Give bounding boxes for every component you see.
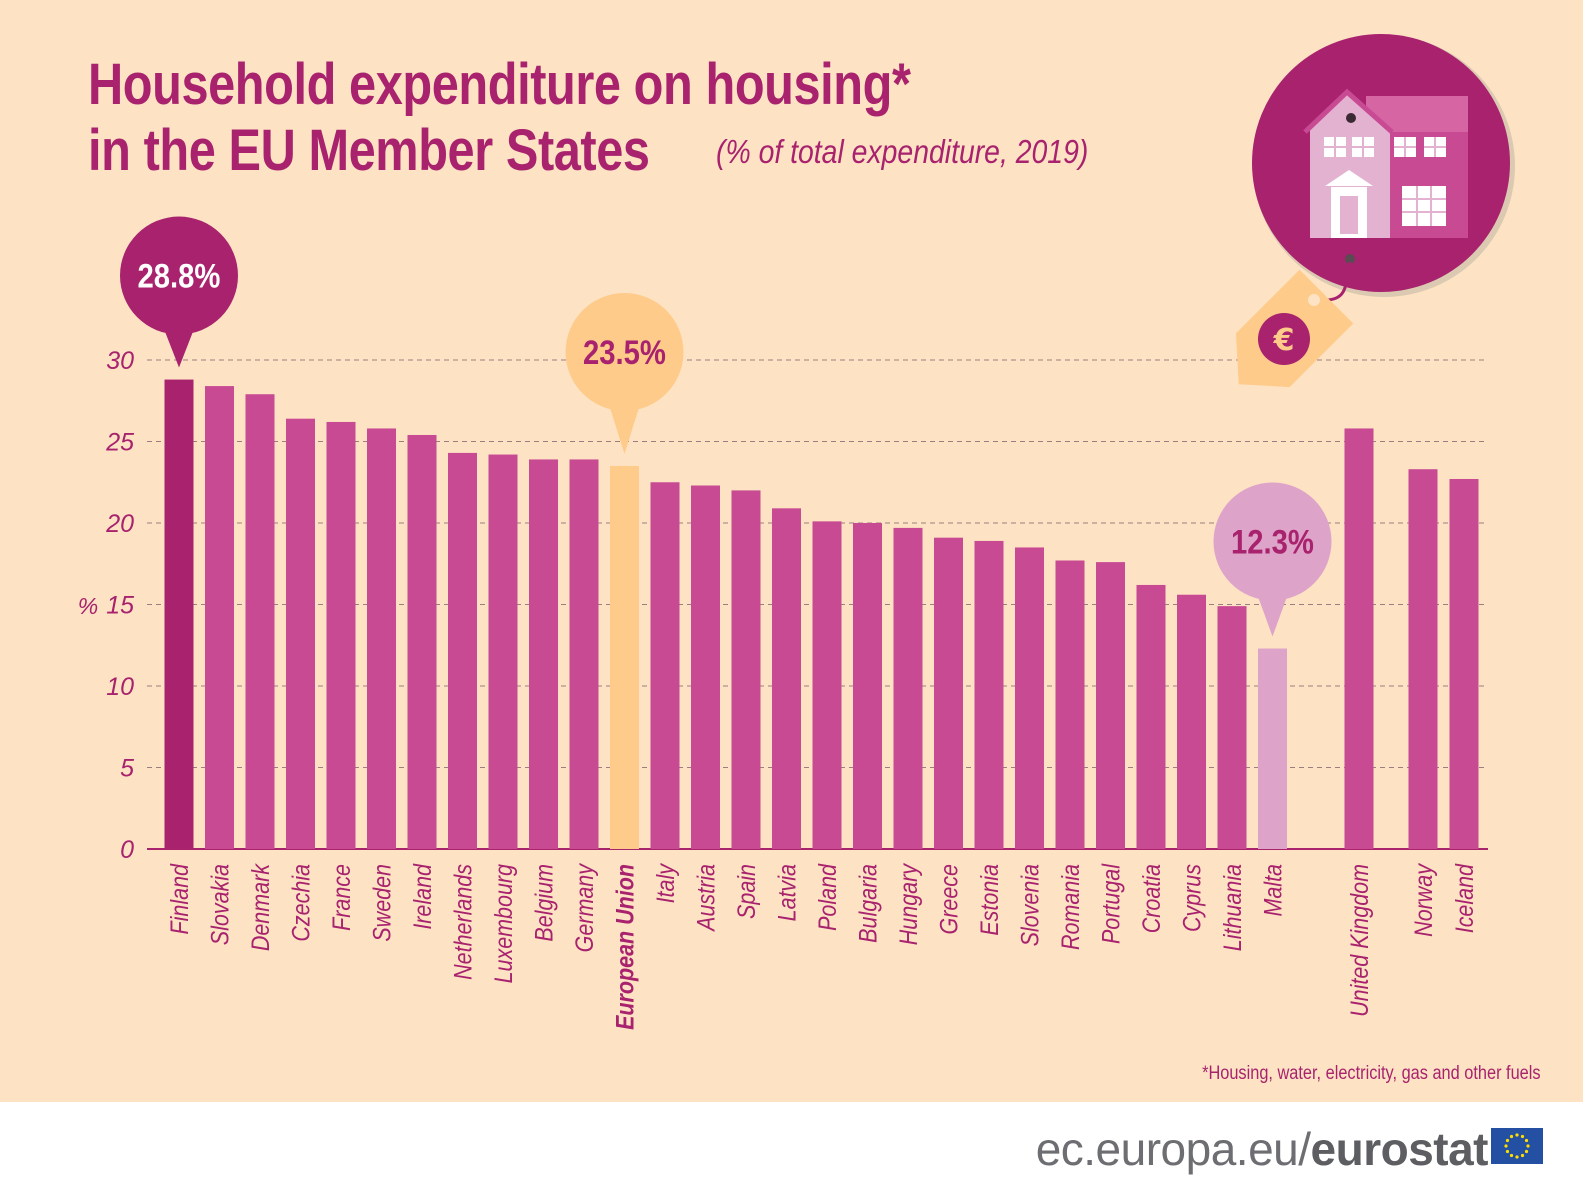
x-label-germany: Germany: [570, 863, 598, 953]
x-label-finland: Finland: [165, 863, 193, 934]
x-label-austria: Austria: [692, 864, 720, 933]
bars: [164, 379, 1479, 849]
x-label-netherlands: Netherlands: [449, 864, 477, 980]
x-label-slovenia: Slovenia: [1016, 864, 1044, 946]
callout-label: 23.5%: [583, 333, 666, 372]
x-label-cyprus: Cyprus: [1178, 864, 1206, 932]
x-label-malta: Malta: [1259, 864, 1287, 917]
bar-slovenia: [1015, 547, 1044, 849]
x-label-european-union: European Union: [611, 864, 639, 1030]
y-tick-label: 0: [120, 836, 134, 864]
x-label-bulgaria: Bulgaria: [854, 864, 882, 943]
x-label-france: France: [327, 864, 355, 931]
x-label-denmark: Denmark: [246, 863, 274, 951]
bar-denmark: [245, 394, 275, 849]
callout-finland: 28.8%: [120, 216, 238, 368]
house-icon: [1252, 34, 1515, 297]
bar-romania: [1055, 560, 1085, 849]
y-tick-label: 20: [105, 510, 134, 538]
x-label-czechia: Czechia: [287, 864, 315, 942]
y-tick-label: 15: [106, 592, 134, 620]
bar-croatia: [1136, 584, 1166, 849]
x-label-romania: Romania: [1056, 864, 1084, 950]
title-line-1: Household expenditure on housing*: [88, 52, 911, 117]
bar-hungary: [893, 527, 923, 849]
y-tick-label: 25: [105, 429, 134, 457]
bar-sweden: [367, 428, 396, 849]
y-axis-label: %: [78, 593, 98, 619]
x-label-italy: Italy: [651, 863, 679, 904]
x-label-norway: Norway: [1409, 863, 1437, 937]
x-label-spain: Spain: [732, 864, 760, 919]
bar-czechia: [286, 418, 315, 849]
bar-finland: [164, 379, 194, 849]
x-axis-labels: Finland Slovakia Denmark Czechia France Swede…: [165, 863, 1478, 1030]
svg-text:€: €: [1273, 323, 1295, 358]
bar-latvia: [772, 508, 801, 849]
callout-european-union: 23.5%: [565, 292, 684, 454]
value-callouts: 28.8% 23.5% 12.3%: [120, 216, 1332, 637]
y-tick-label: 10: [106, 673, 134, 701]
bar-greece: [934, 537, 963, 849]
x-label-latvia: Latvia: [773, 864, 801, 921]
x-label-sweden: Sweden: [368, 864, 396, 942]
x-label-slovakia: Slovakia: [206, 864, 234, 945]
bar-slovakia: [205, 386, 234, 849]
page-title: Household expenditure on housing* in the…: [88, 52, 911, 184]
callout-label: 28.8%: [138, 256, 221, 295]
title-line-2: in the EU Member States: [88, 118, 650, 183]
bar-belgium: [529, 459, 558, 849]
bar-portugal: [1096, 562, 1125, 849]
bar-germany: [569, 459, 599, 849]
x-label-belgium: Belgium: [530, 864, 558, 942]
bar-italy: [650, 482, 680, 849]
x-label-hungary: Hungary: [894, 863, 922, 945]
callout-malta: 12.3%: [1213, 482, 1332, 637]
x-label-luxembourg: Luxembourg: [489, 864, 517, 983]
bar-malta: [1258, 648, 1287, 849]
x-label-ireland: Ireland: [408, 863, 436, 930]
footnote: *Housing, water, electricity, gas and ot…: [1202, 1063, 1541, 1084]
y-tick-label: 30: [106, 347, 134, 375]
x-label-greece: Greece: [935, 864, 963, 934]
page-subtitle: (% of total expenditure, 2019): [716, 133, 1089, 170]
bar-european-union: [610, 465, 639, 849]
x-label-estonia: Estonia: [975, 864, 1003, 936]
bar-bulgaria: [853, 523, 882, 849]
x-label-poland: Poland: [813, 863, 841, 931]
callout-label: 12.3%: [1231, 522, 1314, 561]
bar-spain: [731, 490, 761, 849]
bar-estonia: [974, 540, 1004, 849]
bar-united-kingdom: [1344, 428, 1374, 849]
euro-price-tag-icon: €: [1235, 254, 1355, 388]
x-label-lithuania: Lithuania: [1218, 864, 1246, 951]
y-axis-ticks: 0 5 10 15 20 25 30: [105, 347, 134, 864]
bar-lithuania: [1217, 606, 1247, 849]
bar-norway: [1408, 469, 1438, 849]
bar-austria: [691, 485, 720, 849]
bar-luxembourg: [488, 454, 518, 849]
url-prefix: ec.europa.eu/: [1035, 1123, 1311, 1175]
bar-iceland: [1449, 478, 1479, 849]
x-label-croatia: Croatia: [1137, 864, 1165, 933]
x-label-portugal: Portugal: [1097, 863, 1125, 944]
bar-chart: 0 5 10 15 20 25 30 % Finland Slovakia Denmark Cze…: [78, 34, 1515, 1030]
bar-ireland: [407, 434, 437, 849]
url-brand: eurostat: [1310, 1123, 1489, 1175]
x-label-iceland: Iceland: [1450, 863, 1478, 933]
eu-flag-icon: [1491, 1128, 1543, 1164]
y-tick-label: 5: [120, 755, 134, 783]
bar-cyprus: [1177, 594, 1206, 849]
footer: ec.europa.eu/eurostat: [0, 1102, 1583, 1200]
bar-poland: [812, 521, 842, 849]
bar-netherlands: [448, 452, 477, 849]
x-label-united-kingdom: United Kingdom: [1345, 864, 1373, 1017]
bar-france: [326, 421, 356, 849]
eurostat-url[interactable]: ec.europa.eu/eurostat: [1035, 1122, 1489, 1176]
